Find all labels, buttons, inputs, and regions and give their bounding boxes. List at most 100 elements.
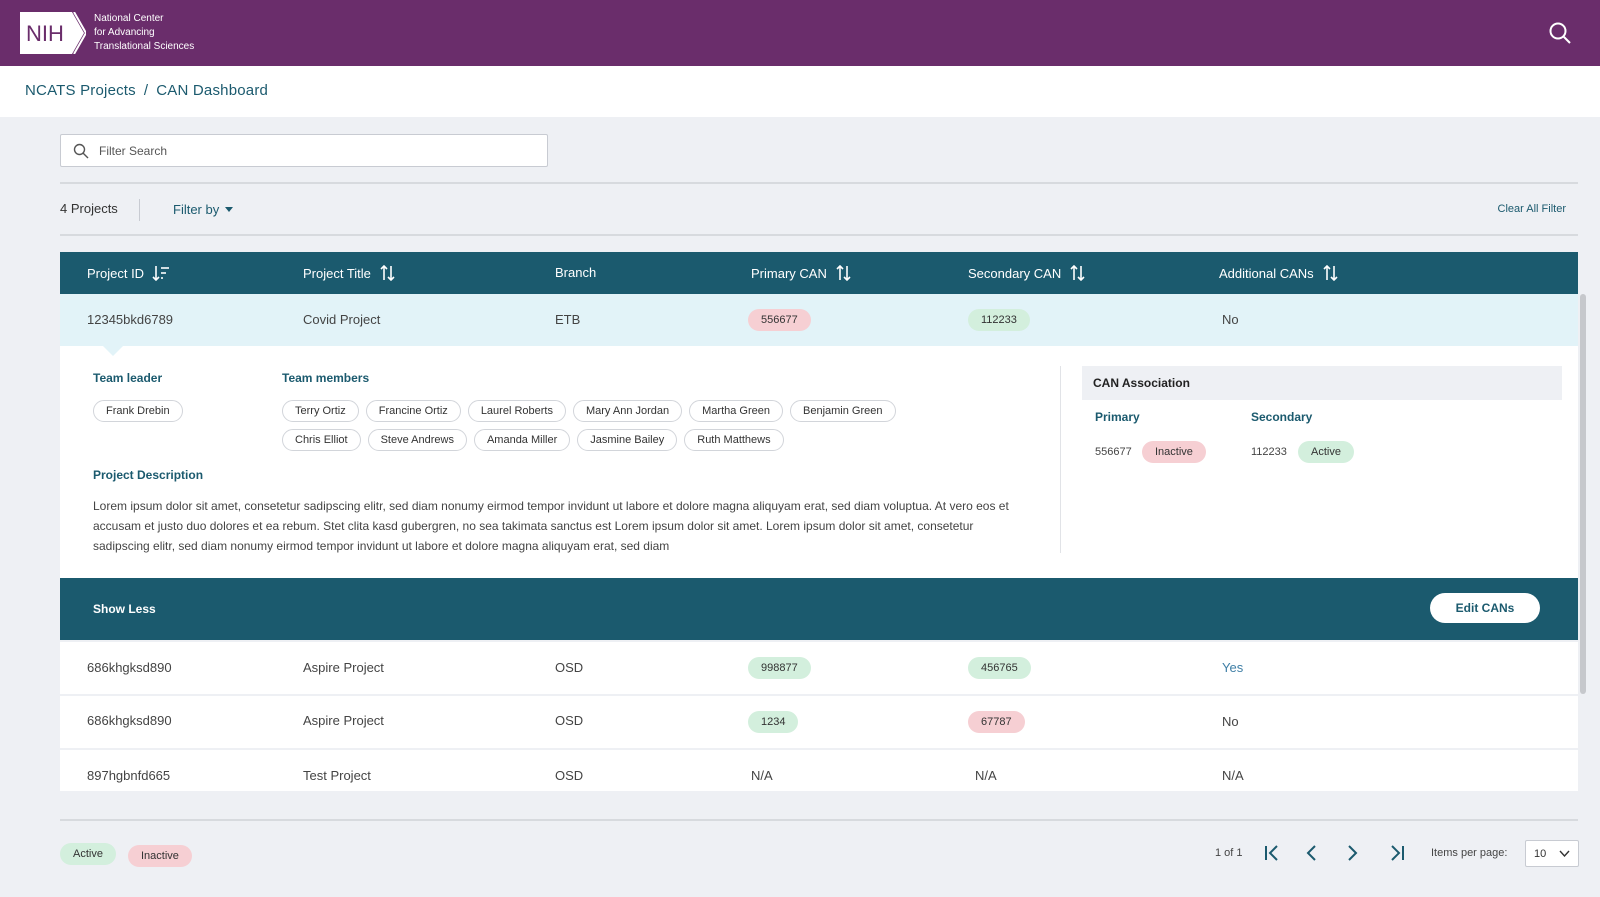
prev-page-icon[interactable]: [1302, 843, 1322, 863]
caret-down-icon: [225, 207, 234, 212]
cell-additional-cans: N/A: [1222, 768, 1244, 783]
column-additional-cans[interactable]: Additional CANs: [1219, 265, 1340, 281]
column-label: Branch: [555, 265, 597, 280]
nih-logo-text: NIH: [26, 21, 64, 46]
clear-all-filter-link[interactable]: Clear All Filter: [1497, 203, 1566, 215]
cell-project-title: Aspire Project: [303, 660, 384, 675]
first-page-icon[interactable]: [1262, 843, 1282, 863]
legend-inactive-badge: Inactive: [128, 845, 192, 867]
column-label: Project Title: [303, 265, 371, 281]
items-per-page-value: 10: [1534, 848, 1547, 860]
row-pointer: [102, 345, 124, 356]
cell-project-id: 12345bkd6789: [87, 312, 174, 327]
cell-branch: ETB: [555, 312, 581, 327]
org-name: National Center for Advancing Translatio…: [94, 12, 194, 54]
team-member-chip: Benjamin Green: [790, 400, 896, 422]
column-branch: Branch: [555, 265, 596, 280]
team-member-chip: Martha Green: [689, 400, 783, 422]
toolbar-divider: [139, 199, 140, 221]
can-primary-status-badge: Inactive: [1142, 441, 1206, 463]
cell-additional-cans: No: [1222, 714, 1239, 729]
additional-cans-link[interactable]: Yes: [1222, 660, 1244, 675]
column-label: Primary CAN: [751, 265, 827, 281]
table-row[interactable]: 897hgbnfd665 Test Project OSD N/A N/A N/…: [60, 750, 1578, 791]
project-description-text: Lorem ipsum dolor sit amet, consetetur s…: [93, 499, 1009, 553]
can-primary-label: Primary: [1095, 410, 1140, 424]
page-info: 1 of 1: [1215, 847, 1243, 859]
column-label: Project ID: [87, 265, 145, 281]
table-row[interactable]: 686khgksd890 Aspire Project OSD 1234 677…: [60, 696, 1578, 748]
team-member-chip: Ruth Matthews: [684, 429, 784, 451]
cell-secondary-can: N/A: [975, 768, 997, 783]
secondary-can-badge: 456765: [968, 657, 1031, 679]
filter-by-label: Filter by: [173, 202, 220, 217]
nih-logo-mark: NIH: [20, 12, 86, 54]
chevron-down-icon: [1559, 850, 1570, 857]
team-leader-label: Team leader: [93, 371, 163, 385]
sort-icon[interactable]: [835, 265, 853, 281]
project-detail-panel: Team leader Frank Drebin Team members Te…: [60, 345, 1578, 578]
column-label: Secondary CAN: [968, 265, 1062, 281]
breadcrumb-current: CAN Dashboard: [156, 82, 269, 99]
breadcrumb-bar: NCATS Projects / CAN Dashboard: [0, 66, 1600, 117]
search-icon: [73, 143, 89, 164]
column-project-title[interactable]: Project Title: [303, 265, 397, 281]
table-scrollbar[interactable]: [1580, 294, 1586, 694]
can-secondary-value: 112233: [1251, 446, 1287, 458]
table-row-expanded[interactable]: 12345bkd6789 Covid Project ETB 556677 11…: [60, 294, 1578, 346]
cell-project-id: 686khgksd890: [87, 660, 172, 675]
org-line-3: Translational Sciences: [94, 41, 195, 52]
filter-by-dropdown[interactable]: Filter by: [173, 202, 234, 217]
last-page-icon[interactable]: [1387, 843, 1407, 863]
sort-icon[interactable]: [1069, 265, 1087, 281]
team-member-chip: Steve Andrews: [367, 429, 467, 451]
team-member-chip: Chris Elliot: [282, 429, 361, 451]
next-page-icon[interactable]: [1342, 843, 1362, 863]
can-association-title: CAN Association: [1093, 376, 1190, 390]
filter-search-input[interactable]: [99, 141, 519, 161]
team-leader-chip: Frank Drebin: [93, 400, 183, 422]
project-count: 4 Projects: [60, 201, 118, 216]
team-members-list: Terry Ortiz Francine Ortiz Laurel Roberts M…: [282, 400, 942, 458]
can-secondary-label: Secondary: [1251, 410, 1313, 424]
edit-cans-button[interactable]: Edit CANs: [1430, 593, 1540, 623]
team-members-label: Team members: [282, 371, 370, 385]
cell-branch: OSD: [555, 713, 584, 728]
sort-icon[interactable]: [379, 265, 397, 281]
nih-logo[interactable]: NIH National Center for Advancing Transl…: [20, 12, 194, 54]
org-line-1: National Center: [94, 13, 164, 24]
cell-project-id: 897hgbnfd665: [87, 768, 171, 783]
column-label: Additional CANs: [1219, 265, 1314, 281]
column-secondary-can[interactable]: Secondary CAN: [968, 265, 1087, 281]
breadcrumb-root[interactable]: NCATS Projects: [25, 82, 136, 99]
project-description-label: Project Description: [93, 468, 204, 482]
show-less-button[interactable]: Show Less: [93, 602, 156, 616]
filter-search-box[interactable]: [60, 134, 548, 167]
team-member-chip: Laurel Roberts: [467, 400, 566, 422]
search-icon[interactable]: [1548, 21, 1572, 45]
divider: [60, 819, 1578, 821]
cell-branch: OSD: [555, 660, 584, 675]
cell-branch: OSD: [555, 768, 584, 783]
cell-project-title: Covid Project: [303, 312, 381, 327]
team-member-chip: Mary Ann Jordan: [572, 400, 683, 422]
top-header: NIH National Center for Advancing Transl…: [0, 0, 1600, 66]
column-primary-can[interactable]: Primary CAN: [751, 265, 853, 281]
team-member-chip: Amanda Miller: [473, 429, 571, 451]
items-per-page-select[interactable]: 10: [1525, 840, 1579, 867]
table-row[interactable]: 686khgksd890 Aspire Project OSD 998877 4…: [60, 642, 1578, 694]
items-per-page-label: Items per page:: [1431, 847, 1508, 859]
can-primary-value: 556677: [1095, 446, 1132, 458]
breadcrumb-separator: /: [143, 82, 149, 99]
divider: [60, 234, 1578, 236]
column-project-id[interactable]: Project ID: [87, 265, 170, 281]
divider: [60, 182, 1578, 184]
team-member-chip: Jasmine Bailey: [577, 429, 678, 451]
cell-additional-cans: No: [1222, 312, 1239, 327]
table-header: Project ID Project Title Branch Primary …: [60, 252, 1578, 294]
cell-primary-can: N/A: [751, 768, 773, 783]
can-association-header: CAN Association: [1082, 366, 1562, 400]
sort-icon[interactable]: [1322, 265, 1340, 281]
breadcrumb: NCATS Projects / CAN Dashboard: [25, 82, 268, 99]
sort-desc-icon[interactable]: [152, 265, 170, 281]
